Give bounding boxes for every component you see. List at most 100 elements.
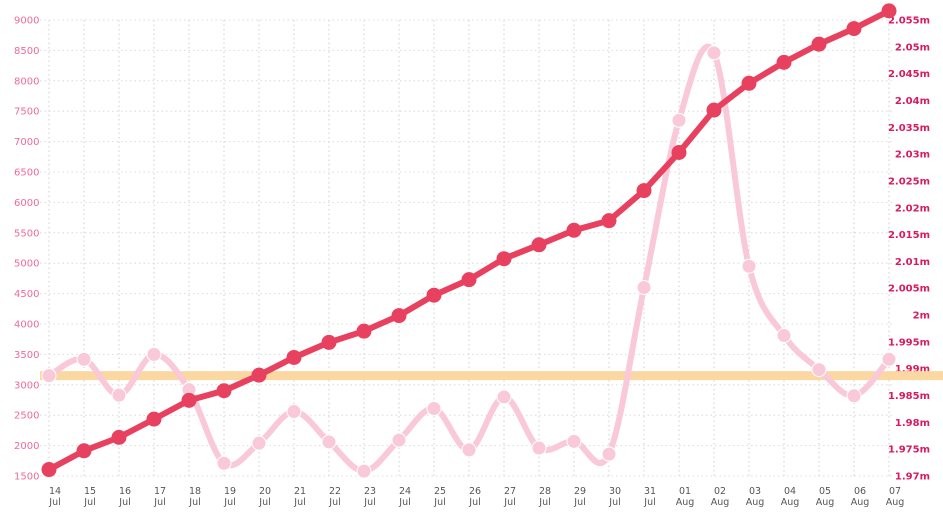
series-light-point[interactable] <box>496 389 512 405</box>
series-dark-point[interactable] <box>601 213 617 229</box>
series-dark-point[interactable] <box>76 443 92 459</box>
x-tick-day: 19 <box>224 486 236 497</box>
series-light-point[interactable] <box>391 432 407 448</box>
series-light-point[interactable] <box>251 435 267 451</box>
x-axis: 14Jul15Jul16Jul17Jul18Jul19Jul20Jul21Jul… <box>48 486 904 508</box>
x-tick-month: Jul <box>433 497 445 508</box>
series-light-point[interactable] <box>111 387 127 403</box>
right-tick-label: 2.04m <box>895 96 930 107</box>
series-dark-point[interactable] <box>531 237 547 253</box>
x-tick-day: 25 <box>434 486 446 497</box>
series-light-point[interactable] <box>706 45 722 61</box>
x-tick-month: Jul <box>328 497 340 508</box>
series-dark-point[interactable] <box>566 222 582 238</box>
series-dark-point[interactable] <box>426 287 442 303</box>
left-tick-label: 7500 <box>14 107 39 118</box>
right-tick-label: 1.99m <box>895 364 930 375</box>
series-dark-point[interactable] <box>741 75 757 91</box>
right-tick-label: 2.035m <box>888 123 930 134</box>
series-dark-point[interactable] <box>181 392 197 408</box>
x-tick-day: 07 <box>889 486 901 497</box>
x-tick-day: 28 <box>539 486 551 497</box>
series-dark-point[interactable] <box>216 383 232 399</box>
series-light-point[interactable] <box>426 401 442 417</box>
series-light-point[interactable] <box>776 328 792 344</box>
series-light-point[interactable] <box>146 346 162 362</box>
x-tick-day: 31 <box>644 486 656 497</box>
x-tick-month: Aug <box>886 497 905 508</box>
x-tick-month: Aug <box>746 497 765 508</box>
series-dark-point[interactable] <box>636 183 652 199</box>
left-tick-label: 8000 <box>14 76 39 87</box>
x-tick-month: Aug <box>816 497 835 508</box>
series-dark-point[interactable] <box>251 367 267 383</box>
series-dark-point[interactable] <box>286 349 302 365</box>
left-tick-label: 5000 <box>14 259 39 270</box>
left-axis: 9000 8500 8000 7500 7000 6500 6000 5500 5000 4500… <box>14 16 39 483</box>
right-tick-label: 2.055m <box>888 16 930 27</box>
left-tick-label: 1500 <box>14 472 39 483</box>
series-light-point[interactable] <box>846 388 862 404</box>
series-dark-point[interactable] <box>881 3 897 19</box>
series-light-point[interactable] <box>811 362 827 378</box>
right-tick-label: 1.975m <box>888 445 930 456</box>
series-light-point[interactable] <box>636 280 652 296</box>
x-tick-month: Jul <box>538 497 550 508</box>
series-dark-point[interactable] <box>321 334 337 350</box>
series-light-point[interactable] <box>881 351 897 367</box>
series-dark-point[interactable] <box>776 54 792 70</box>
right-tick-label: 2.01m <box>895 257 930 268</box>
series-dark-point[interactable] <box>461 272 477 288</box>
x-tick-month: Jul <box>293 497 305 508</box>
right-tick-label: 2.045m <box>888 69 930 80</box>
x-tick-day: 27 <box>504 486 516 497</box>
x-tick-month: Jul <box>363 497 375 508</box>
series-dark-point[interactable] <box>496 251 512 267</box>
right-tick-label: 1.98m <box>895 418 930 429</box>
left-tick-label: 3000 <box>14 380 39 391</box>
left-tick-label: 2000 <box>14 441 39 452</box>
x-tick-month: Jul <box>573 497 585 508</box>
x-tick-month: Jul <box>118 497 130 508</box>
x-tick-day: 05 <box>819 486 831 497</box>
series-light-point[interactable] <box>76 351 92 367</box>
series-light-point[interactable] <box>356 463 372 479</box>
left-tick-label: 8500 <box>14 46 39 57</box>
x-tick-day: 16 <box>119 486 131 497</box>
series-dark-point[interactable] <box>356 323 372 339</box>
x-tick-day: 30 <box>609 486 621 497</box>
series-light-point[interactable] <box>601 446 617 462</box>
series-dark-point[interactable] <box>671 145 687 161</box>
series-dark-point[interactable] <box>111 429 127 445</box>
series-light-point[interactable] <box>321 434 337 450</box>
series-dark-point[interactable] <box>706 102 722 118</box>
series-light-point[interactable] <box>461 442 477 458</box>
series-dark-point[interactable] <box>846 21 862 37</box>
x-tick-day: 18 <box>189 486 201 497</box>
x-tick-day: 24 <box>399 486 411 497</box>
x-tick-month: Jul <box>258 497 270 508</box>
series-light-point[interactable] <box>566 433 582 449</box>
left-tick-label: 3500 <box>14 350 39 361</box>
series-dark-point[interactable] <box>391 308 407 324</box>
x-tick-day: 02 <box>714 486 726 497</box>
right-tick-label: 2.05m <box>895 42 930 53</box>
series-dark-point[interactable] <box>146 411 162 427</box>
x-tick-month: Jul <box>83 497 95 508</box>
x-tick-month: Jul <box>468 497 480 508</box>
x-tick-month: Jul <box>643 497 655 508</box>
x-tick-day: 03 <box>749 486 761 497</box>
series-light-point[interactable] <box>41 368 57 384</box>
x-tick-day: 01 <box>679 486 691 497</box>
left-tick-label: 2500 <box>14 411 39 422</box>
x-tick-day: 26 <box>469 486 481 497</box>
series-light-point[interactable] <box>286 404 302 420</box>
x-tick-month: Jul <box>503 497 515 508</box>
series-light-point[interactable] <box>216 455 232 471</box>
series-dark-point[interactable] <box>811 36 827 52</box>
series-light-point[interactable] <box>741 258 757 274</box>
series-light-point[interactable] <box>671 112 687 128</box>
series-light-point[interactable] <box>531 440 547 456</box>
series-dark-point[interactable] <box>41 462 57 478</box>
